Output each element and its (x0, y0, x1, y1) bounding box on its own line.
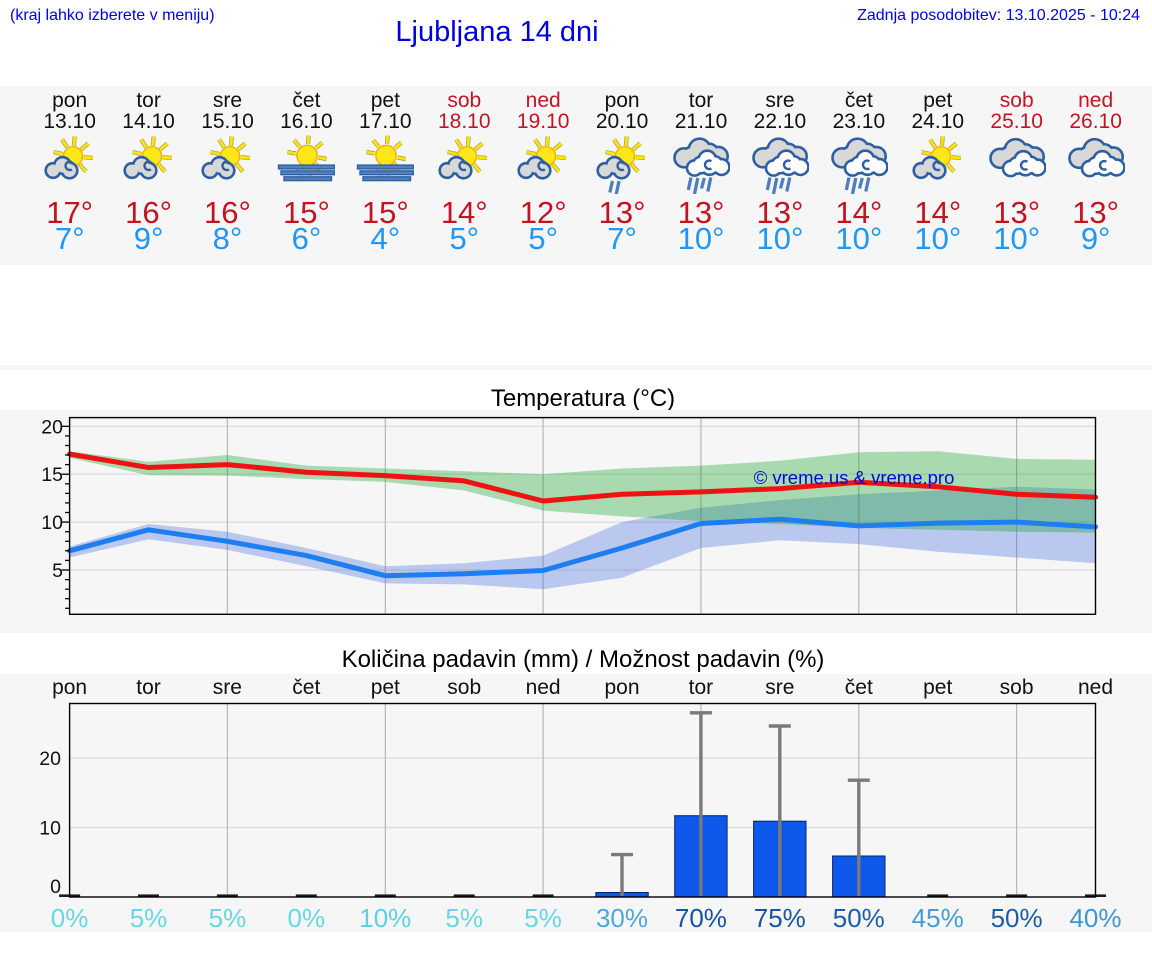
svg-text:pet: pet (923, 676, 952, 699)
svg-text:sob: sob (1000, 676, 1034, 699)
svg-text:5: 5 (52, 560, 63, 582)
svg-text:50%: 50% (833, 903, 885, 932)
svg-text:10: 10 (39, 818, 61, 840)
svg-text:10: 10 (41, 512, 63, 534)
svg-text:tor: tor (136, 676, 161, 699)
svg-text:50%: 50% (991, 903, 1043, 932)
svg-text:sre: sre (765, 676, 794, 699)
svg-text:75%: 75% (754, 903, 806, 932)
svg-text:0: 0 (50, 876, 61, 898)
svg-text:čet: čet (292, 676, 320, 699)
svg-text:10%: 10% (359, 903, 411, 932)
svg-text:sob: sob (447, 676, 481, 699)
svg-text:tor: tor (689, 676, 714, 699)
svg-text:čet: čet (845, 676, 873, 699)
svg-text:45%: 45% (912, 903, 964, 932)
svg-text:15: 15 (41, 464, 63, 486)
svg-text:5%: 5% (209, 903, 247, 932)
svg-text:20: 20 (41, 416, 63, 438)
svg-text:30%: 30% (596, 903, 648, 932)
svg-text:0%: 0% (288, 903, 326, 932)
svg-text:pon: pon (52, 676, 87, 699)
svg-text:5%: 5% (130, 903, 168, 932)
svg-text:sre: sre (213, 676, 242, 699)
svg-text:pon: pon (604, 676, 639, 699)
svg-text:© vreme.us & vreme.pro: © vreme.us & vreme.pro (754, 467, 955, 488)
svg-text:20: 20 (39, 748, 61, 770)
svg-text:5%: 5% (524, 903, 562, 932)
svg-text:ned: ned (526, 676, 561, 699)
svg-text:pet: pet (371, 676, 400, 699)
svg-text:ned: ned (1078, 676, 1113, 699)
svg-text:70%: 70% (675, 903, 727, 932)
svg-text:5%: 5% (445, 903, 483, 932)
svg-text:0%: 0% (51, 903, 89, 932)
svg-text:40%: 40% (1069, 903, 1121, 932)
